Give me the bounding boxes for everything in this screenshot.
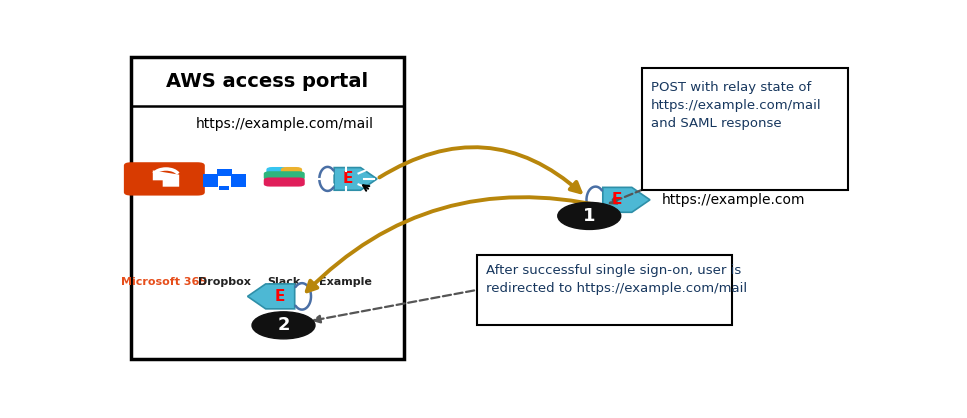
- Text: 1: 1: [583, 207, 596, 225]
- Bar: [131, 56, 404, 359]
- Bar: [477, 255, 732, 325]
- FancyBboxPatch shape: [124, 162, 205, 196]
- FancyBboxPatch shape: [220, 186, 229, 189]
- Circle shape: [558, 202, 621, 229]
- Text: Slack: Slack: [268, 277, 301, 287]
- Text: E: E: [612, 192, 623, 207]
- Circle shape: [252, 312, 315, 339]
- Text: After successful single sign-on, user is
redirected to https://example.com/mail: After successful single sign-on, user is…: [485, 264, 747, 295]
- Bar: [642, 68, 848, 190]
- Text: Microsoft 365: Microsoft 365: [121, 277, 207, 287]
- FancyBboxPatch shape: [266, 167, 287, 185]
- Text: E: E: [275, 289, 285, 304]
- Text: https://example.com: https://example.com: [661, 193, 806, 207]
- FancyBboxPatch shape: [264, 178, 305, 186]
- Polygon shape: [153, 171, 179, 187]
- Polygon shape: [335, 168, 377, 190]
- Text: AWS access portal: AWS access portal: [166, 72, 368, 91]
- FancyBboxPatch shape: [264, 171, 305, 180]
- Text: 2: 2: [278, 316, 290, 334]
- Text: POST with relay state of
https://example.com/mail
and SAML response: POST with relay state of https://example…: [651, 81, 821, 130]
- FancyBboxPatch shape: [280, 167, 302, 185]
- Polygon shape: [248, 284, 295, 309]
- Text: Dropbox: Dropbox: [198, 277, 250, 287]
- Text: https://example.com/mail: https://example.com/mail: [195, 117, 374, 131]
- Text: E: E: [342, 171, 353, 186]
- Polygon shape: [602, 187, 650, 212]
- Text: Example: Example: [319, 277, 372, 287]
